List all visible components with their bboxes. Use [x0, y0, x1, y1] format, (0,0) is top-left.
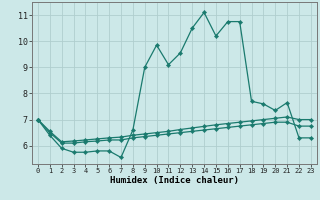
X-axis label: Humidex (Indice chaleur): Humidex (Indice chaleur) [110, 176, 239, 185]
